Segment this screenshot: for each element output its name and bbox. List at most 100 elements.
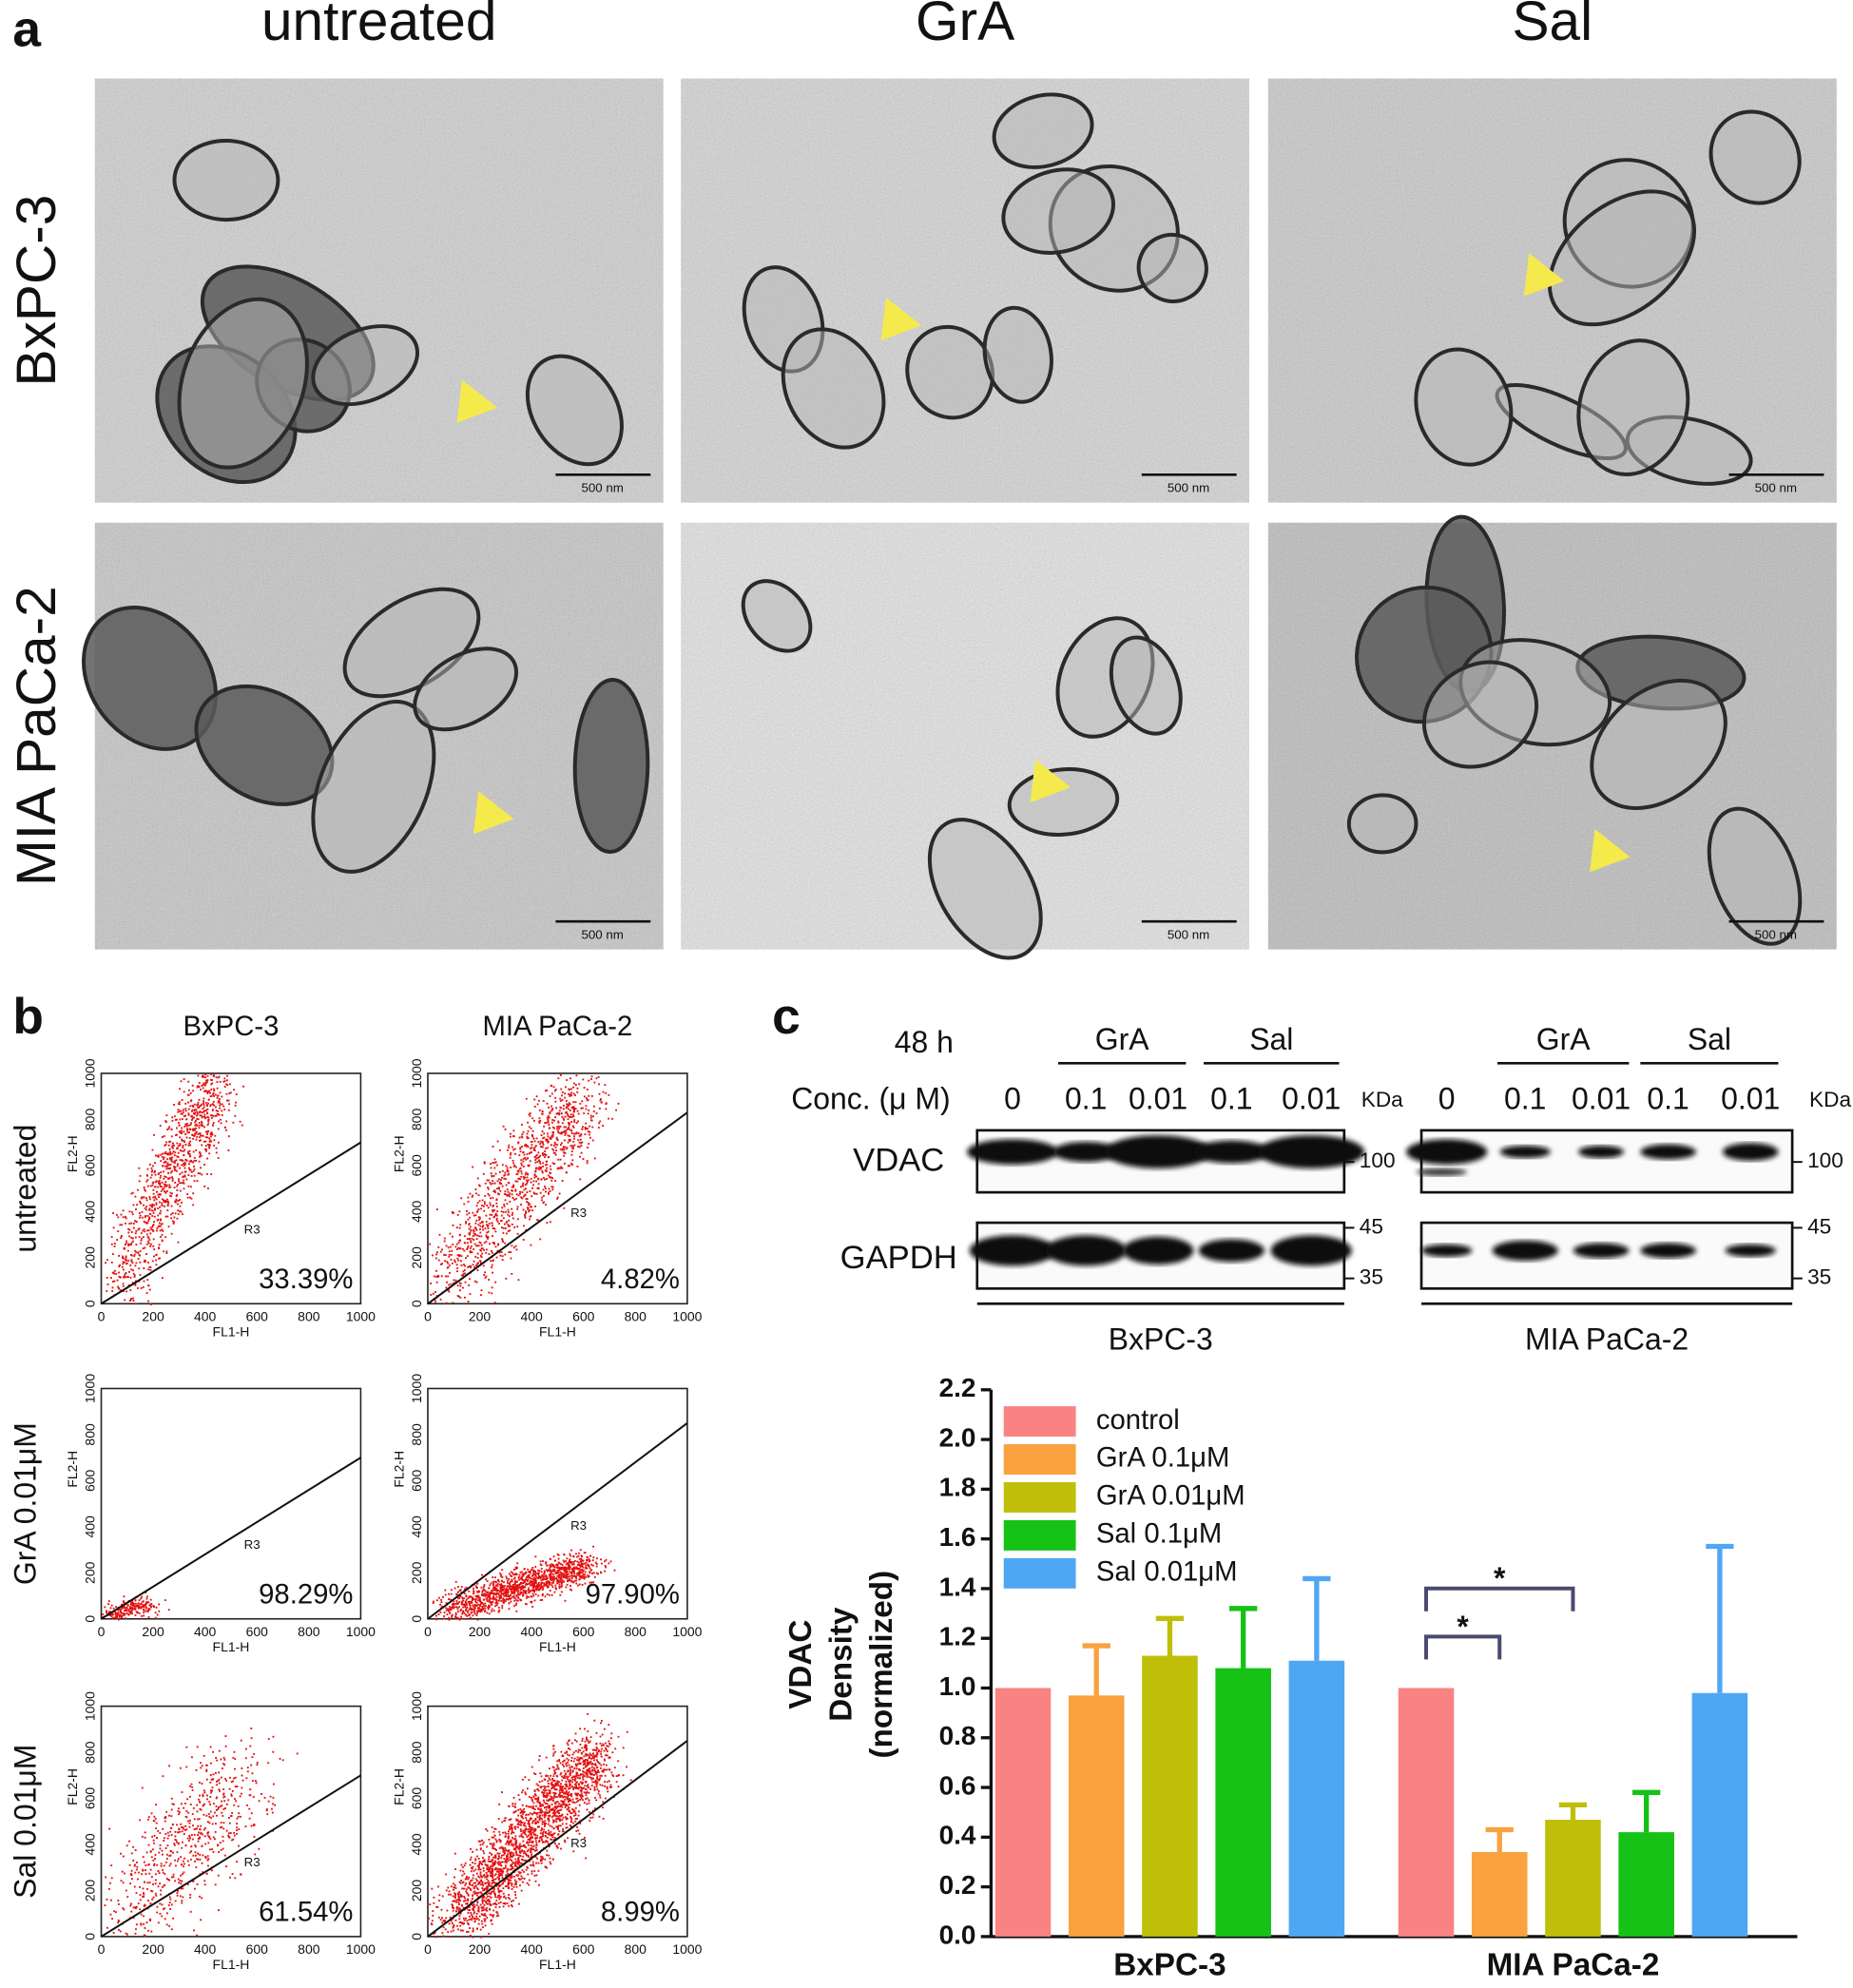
event	[223, 1080, 226, 1083]
event	[164, 1833, 167, 1835]
event	[554, 1584, 557, 1587]
event	[170, 1160, 173, 1163]
event	[508, 1144, 511, 1147]
event	[142, 1247, 145, 1250]
event	[443, 1240, 446, 1243]
event	[455, 1602, 458, 1605]
event	[139, 1819, 142, 1822]
event	[549, 1577, 551, 1580]
event	[489, 1213, 492, 1216]
event	[478, 1241, 481, 1244]
event	[460, 1260, 462, 1263]
event	[569, 1771, 572, 1774]
event	[529, 1114, 531, 1117]
event	[118, 1928, 120, 1931]
event	[566, 1110, 568, 1113]
event	[595, 1563, 598, 1565]
event	[242, 1085, 244, 1088]
event	[526, 1135, 529, 1138]
event	[194, 1844, 197, 1846]
event	[183, 1091, 185, 1093]
event	[173, 1144, 175, 1147]
event	[562, 1130, 565, 1133]
event	[522, 1160, 525, 1163]
event	[159, 1229, 162, 1232]
event	[234, 1101, 237, 1104]
event	[464, 1600, 467, 1603]
event	[231, 1873, 234, 1875]
event	[529, 1209, 531, 1211]
event	[168, 1140, 170, 1143]
event	[532, 1581, 535, 1584]
event	[176, 1217, 179, 1220]
event	[188, 1136, 191, 1139]
event	[543, 1814, 546, 1817]
event	[512, 1162, 515, 1165]
event	[575, 1574, 578, 1577]
event	[240, 1739, 242, 1742]
event	[532, 1119, 535, 1122]
event	[211, 1786, 214, 1789]
event	[589, 1583, 592, 1586]
event	[525, 1817, 528, 1819]
event	[476, 1177, 479, 1180]
event	[164, 1873, 166, 1875]
event	[214, 1838, 216, 1841]
event	[129, 1276, 132, 1279]
event	[130, 1611, 133, 1613]
event	[496, 1210, 499, 1212]
event	[190, 1175, 193, 1177]
event	[435, 1275, 438, 1278]
event	[121, 1257, 124, 1260]
event	[538, 1575, 540, 1578]
event	[209, 1105, 212, 1108]
event	[183, 1187, 185, 1190]
x-tick-label: 200	[469, 1309, 492, 1324]
event	[464, 1604, 467, 1607]
event	[466, 1255, 469, 1258]
event	[541, 1589, 544, 1592]
event	[485, 1275, 488, 1278]
event	[176, 1189, 179, 1191]
event	[541, 1835, 544, 1838]
event	[118, 1287, 121, 1290]
event	[144, 1836, 146, 1839]
event	[581, 1100, 584, 1103]
event	[552, 1578, 555, 1581]
event	[255, 1782, 258, 1785]
event	[198, 1111, 201, 1114]
event	[219, 1098, 221, 1101]
event	[142, 1604, 144, 1606]
percentage: 61.54%	[259, 1897, 353, 1928]
event	[153, 1215, 156, 1218]
event	[562, 1108, 565, 1110]
event	[522, 1592, 525, 1594]
event	[522, 1151, 525, 1153]
event	[551, 1186, 554, 1188]
event	[220, 1776, 222, 1779]
organelles	[1346, 514, 1803, 946]
event	[452, 1606, 454, 1609]
event	[428, 1918, 430, 1920]
event	[201, 1075, 203, 1078]
event	[533, 1098, 536, 1101]
event	[497, 1579, 499, 1582]
event	[522, 1195, 525, 1198]
event	[151, 1228, 154, 1231]
event	[466, 1248, 469, 1250]
event	[189, 1168, 192, 1171]
event	[159, 1843, 162, 1846]
event	[560, 1573, 563, 1576]
event	[570, 1549, 572, 1552]
event	[228, 1787, 231, 1790]
plot-frame	[427, 1705, 688, 1938]
event	[133, 1253, 136, 1256]
event	[199, 1132, 202, 1135]
event	[189, 1144, 192, 1147]
event	[158, 1257, 161, 1260]
event	[542, 1188, 545, 1191]
event	[546, 1585, 549, 1588]
event	[132, 1608, 134, 1611]
event	[181, 1900, 183, 1902]
event	[133, 1605, 136, 1608]
